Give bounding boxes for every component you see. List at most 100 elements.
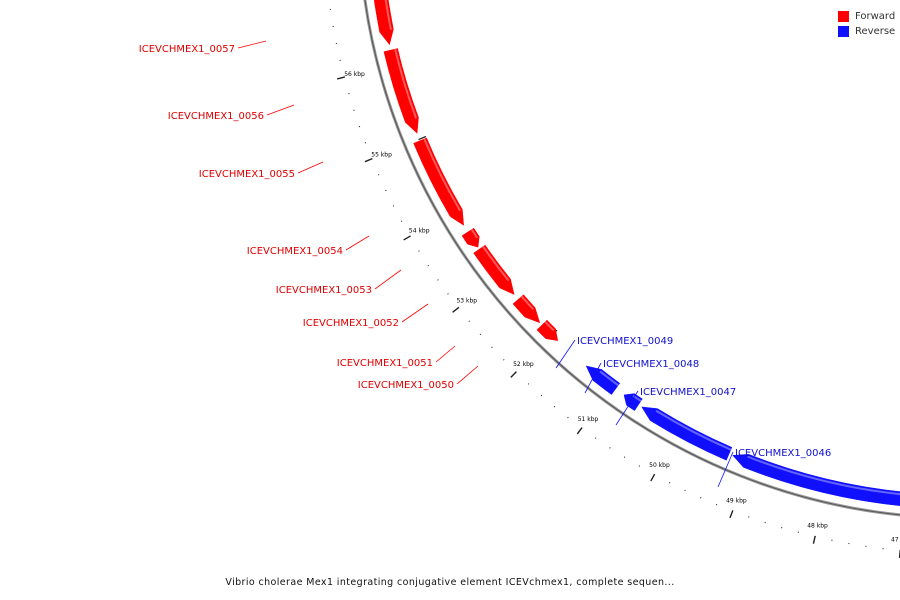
minor-tick <box>638 465 641 467</box>
tick-label: 50 kbp <box>649 462 670 469</box>
major-tick <box>812 535 816 544</box>
label-leader <box>456 365 479 385</box>
tick-label: 52 kbp <box>513 361 534 368</box>
label-leader <box>615 390 639 426</box>
gene-highlight <box>384 0 392 31</box>
inner-marker <box>418 135 427 141</box>
major-tick <box>336 76 346 80</box>
backbone-ring <box>363 0 900 517</box>
minor-tick <box>447 293 449 295</box>
major-tick <box>403 235 411 241</box>
gene-arrow-icevchmex1_0056 <box>373 0 394 45</box>
tick-label: 54 kbp <box>409 227 430 234</box>
label-leader <box>374 269 402 290</box>
reverse-swatch <box>838 26 849 37</box>
tick-label: 55 kbp <box>371 151 392 158</box>
legend-forward: Forward <box>838 9 895 24</box>
gene-arrow-icevchmex1_0047 <box>641 406 733 461</box>
gene-arrow-icevchmex1_0053 <box>461 227 480 248</box>
gene-highlight <box>747 455 900 496</box>
label-leader <box>266 104 295 116</box>
gene-highlight <box>599 370 619 387</box>
minor-tick <box>623 456 626 458</box>
gene-label: ICEVCHMEX1_0046 <box>735 448 831 459</box>
gene-label: ICEVCHMEX1_0057 <box>139 44 235 55</box>
minor-tick <box>567 416 569 419</box>
minor-tick <box>553 405 556 408</box>
major-tick <box>576 427 583 435</box>
minor-tick <box>437 279 439 281</box>
legend-reverse-label: Reverse <box>855 26 896 37</box>
minor-tick <box>479 333 482 336</box>
minor-tick <box>400 220 403 222</box>
minor-tick <box>668 481 671 484</box>
gene-label: ICEVCHMEX1_0055 <box>199 169 295 180</box>
minor-tick <box>503 359 505 361</box>
gene-features <box>373 0 900 506</box>
legend-forward-label: Forward <box>855 11 896 22</box>
gene-label: ICEVCHMEX1_0048 <box>603 359 699 370</box>
gene-label: ICEVCHMEX1_0052 <box>303 318 399 329</box>
gene-label: ICEVCHMEX1_0050 <box>358 380 454 391</box>
minor-tick <box>385 189 387 192</box>
gene-arrow-icevchmex1_0052 <box>473 244 515 295</box>
minor-tick <box>468 320 470 322</box>
gene-label: ICEVCHMEX1_0053 <box>276 285 372 296</box>
gene-arrow-icevchmex1_0049 <box>585 365 621 395</box>
gene-labels: ICEVCHMEX1_0057 ICEVCHMEX1_0056 ICEVCHMEX1… <box>139 40 831 488</box>
gene-highlight <box>394 48 418 119</box>
gene-highlight <box>544 321 555 332</box>
minor-tick <box>540 394 543 397</box>
tick-label: 47 kbp <box>891 537 900 544</box>
label-leader <box>717 451 734 488</box>
major-tick <box>510 371 517 378</box>
major-tick <box>650 473 656 482</box>
label-leader <box>237 40 267 49</box>
gene-arrow-icevchmex1_0048 <box>623 393 643 411</box>
gene-arrow-icevchmex1_0055 <box>383 48 419 134</box>
gene-highlight <box>632 394 642 402</box>
forward-swatch <box>838 11 849 22</box>
legend-reverse: Reverse <box>838 24 895 39</box>
major-tick <box>452 306 460 313</box>
tick-label: 56 kbp <box>344 71 365 78</box>
gene-label: ICEVCHMEX1_0056 <box>168 111 264 122</box>
minor-tick <box>609 447 611 449</box>
gene-arrow-icevchmex1_0050 <box>536 319 558 341</box>
tick-label: 51 kbp <box>578 416 599 423</box>
gene-label: ICEVCHMEX1_0051 <box>337 358 433 369</box>
gene-label: ICEVCHMEX1_0049 <box>577 336 673 347</box>
label-leader <box>435 345 456 363</box>
minor-tick <box>491 346 493 348</box>
map-caption: Vibrio cholerae Mex1 integrating conjuga… <box>225 577 675 588</box>
label-leader <box>297 161 324 174</box>
tick-label: 53 kbp <box>456 298 477 305</box>
major-tick <box>364 157 373 163</box>
gene-label: ICEVCHMEX1_0054 <box>247 246 343 257</box>
gene-highlight <box>470 228 478 239</box>
label-leader <box>555 339 576 369</box>
major-tick <box>729 510 734 519</box>
gene-arrow-icevchmex1_0051 <box>512 294 540 323</box>
gene-highlight <box>655 409 732 451</box>
minor-tick <box>418 250 420 252</box>
minor-tick <box>427 264 430 267</box>
gene-label: ICEVCHMEX1_0047 <box>640 387 736 398</box>
minor-tick <box>527 383 530 385</box>
tick-label: 48 kbp <box>807 523 828 530</box>
label-leader <box>345 235 370 251</box>
gene-highlight <box>482 245 510 282</box>
legend: Forward Reverse <box>838 9 895 39</box>
label-leader <box>584 362 602 394</box>
gene-arrow-icevchmex1_0054 <box>413 137 464 226</box>
gene-highlight <box>423 138 462 212</box>
gene-highlight <box>520 295 534 310</box>
tick-label: 49 kbp <box>726 498 747 505</box>
minor-tick <box>392 205 395 207</box>
label-leader <box>401 303 429 323</box>
minor-tick <box>684 489 686 492</box>
minor-tick <box>595 437 597 439</box>
gene-arrow-icevchmex1_0046 <box>732 454 900 506</box>
